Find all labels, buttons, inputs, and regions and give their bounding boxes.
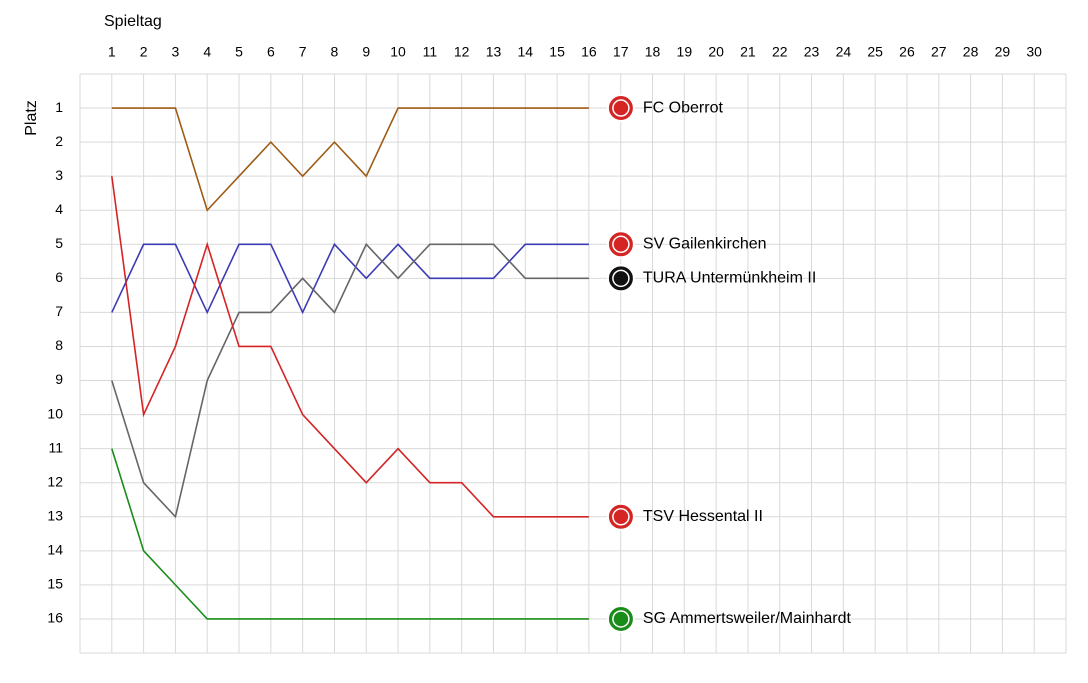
- x-tick-label: 3: [172, 44, 180, 60]
- legend-label: TSV Hessental II: [643, 508, 763, 525]
- team-logo-ring: [612, 508, 630, 526]
- team-logo-ring: [612, 610, 630, 628]
- team-logo: [606, 264, 635, 293]
- team-logo: [606, 230, 635, 259]
- team-logo: [606, 94, 635, 123]
- y-tick-label: 2: [55, 133, 63, 149]
- team-logo-ring: [612, 235, 630, 254]
- x-tick-label: 18: [645, 44, 661, 60]
- series-line: [111, 242, 589, 519]
- y-tick-label: 10: [47, 405, 63, 421]
- y-tick-label: 13: [47, 507, 63, 523]
- x-tick-label: 9: [362, 44, 370, 60]
- x-tick-label: 4: [203, 44, 211, 60]
- x-tick-label: 22: [772, 44, 788, 60]
- y-tick-label: 9: [55, 371, 63, 387]
- legend-label: TURA Untermünkheim II: [643, 270, 816, 287]
- x-tick-label: 17: [613, 44, 629, 60]
- x-axis-label: Spieltag: [104, 13, 162, 30]
- x-tick-label: 12: [454, 44, 470, 60]
- y-tick-label: 14: [47, 542, 63, 558]
- team-logo: [606, 502, 635, 531]
- team-logo-ring: [612, 269, 630, 288]
- x-tick-label: 1: [108, 44, 116, 60]
- x-tick-label: 6: [267, 44, 275, 60]
- y-tick-label: 16: [47, 610, 63, 626]
- x-tick-label: 27: [931, 44, 947, 60]
- x-tick-label: 16: [581, 44, 597, 60]
- y-axis-label: Platz: [23, 100, 40, 136]
- x-tick-label: 15: [549, 44, 565, 60]
- x-tick-label: 11: [423, 44, 438, 60]
- y-tick-label: 3: [55, 167, 63, 183]
- y-tick-label: 4: [55, 201, 63, 217]
- legend-label: FC Oberrot: [643, 99, 724, 116]
- legend-label: SV Gailenkirchen: [643, 236, 767, 253]
- x-tick-label: 19: [677, 44, 693, 60]
- x-tick-label: 26: [899, 44, 915, 60]
- x-tick-label: 10: [390, 44, 406, 60]
- y-tick-label: 11: [48, 439, 63, 455]
- series-line: [111, 107, 589, 212]
- x-tick-label: 25: [867, 44, 883, 60]
- x-tick-label: 21: [740, 44, 756, 60]
- legend-label: SG Ammertsweiler/Mainhardt: [643, 610, 852, 627]
- y-tick-label: 15: [47, 576, 63, 592]
- y-tick-label: 7: [55, 303, 63, 319]
- x-tick-label: 5: [235, 44, 243, 60]
- x-tick-label: 2: [140, 44, 148, 60]
- y-tick-label: 5: [55, 235, 63, 251]
- series-line: [111, 448, 589, 620]
- x-tick-label: 28: [963, 44, 979, 60]
- series-line: [111, 176, 589, 518]
- x-tick-label: 29: [995, 44, 1011, 60]
- x-tick-label: 23: [804, 44, 820, 60]
- y-tick-label: 1: [55, 99, 63, 115]
- y-tick-label: 6: [55, 269, 63, 285]
- x-tick-label: 20: [708, 44, 724, 60]
- y-tick-label: 8: [55, 337, 63, 353]
- x-tick-label: 30: [1026, 44, 1042, 60]
- x-tick-label: 13: [486, 44, 502, 60]
- x-tick-label: 8: [331, 44, 339, 60]
- team-logo-ring: [612, 99, 630, 117]
- x-tick-label: 14: [518, 44, 534, 60]
- x-tick-label: 24: [836, 44, 852, 60]
- x-tick-label: 7: [299, 44, 307, 60]
- y-tick-label: 12: [47, 473, 63, 489]
- team-logo: [606, 604, 635, 633]
